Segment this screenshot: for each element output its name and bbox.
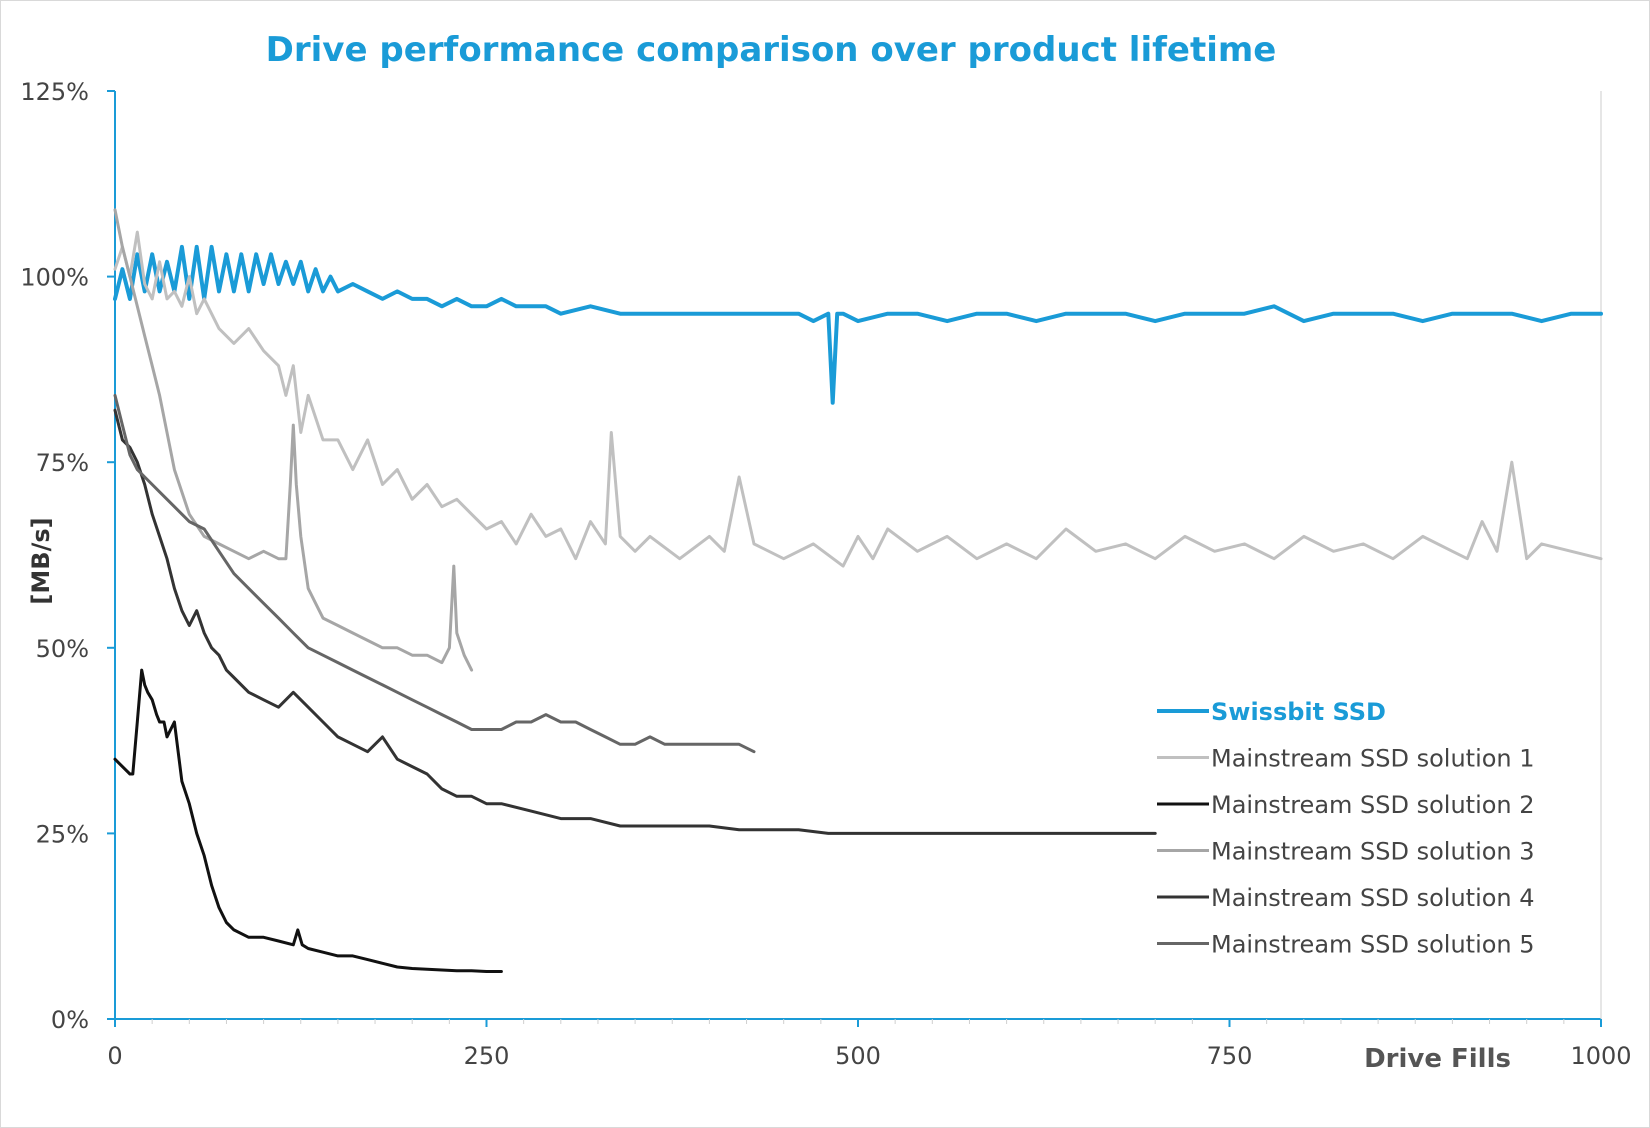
legend-label-4: Mainstream SSD solution 3 [1211, 838, 1535, 866]
x-axis-label: Drive Fills [1364, 1044, 1511, 1074]
x-tick-label: 0 [107, 1042, 122, 1070]
series-line-6 [113, 393, 756, 754]
legend-label-5: Mainstream SSD solution 4 [1211, 884, 1535, 912]
x-tick-labels: 0 250 500 750 1000 [107, 1042, 1631, 1070]
y-tick-label: 100% [20, 264, 89, 292]
series-line-4 [113, 208, 474, 672]
x-tick-label: 1000 [1570, 1042, 1631, 1070]
y-tick-label: 50% [36, 635, 89, 663]
chart-title: Drive performance comparison over produc… [266, 30, 1277, 70]
y-tick-labels: 0% 25% 50% 75% 100% 125% [20, 78, 115, 1034]
x-tick-label: 250 [464, 1042, 510, 1070]
y-tick-label: 125% [20, 78, 89, 106]
series-line-5 [113, 408, 1157, 835]
axes [114, 91, 1602, 1027]
legend-label-6: Mainstream SSD solution 5 [1211, 931, 1535, 959]
y-axis-label: [MB/s] [27, 517, 55, 604]
legend: Swissbit SSD Mainstream SSD solution 1 Mai… [1157, 698, 1535, 959]
y-tick-label: 25% [36, 820, 89, 848]
legend-label-2: Mainstream SSD solution 1 [1211, 745, 1535, 773]
x-tick-label: 750 [1207, 1042, 1253, 1070]
series-line-3 [113, 668, 503, 973]
legend-label-1: Swissbit SSD [1211, 698, 1386, 726]
series-line-1 [113, 244, 1603, 405]
series-line-2 [113, 230, 1603, 568]
series-lines [113, 208, 1603, 973]
legend-label-3: Mainstream SSD solution 2 [1211, 791, 1535, 819]
x-tick-label: 500 [835, 1042, 881, 1070]
y-tick-label: 0% [51, 1006, 89, 1034]
y-tick-label: 75% [36, 449, 89, 477]
